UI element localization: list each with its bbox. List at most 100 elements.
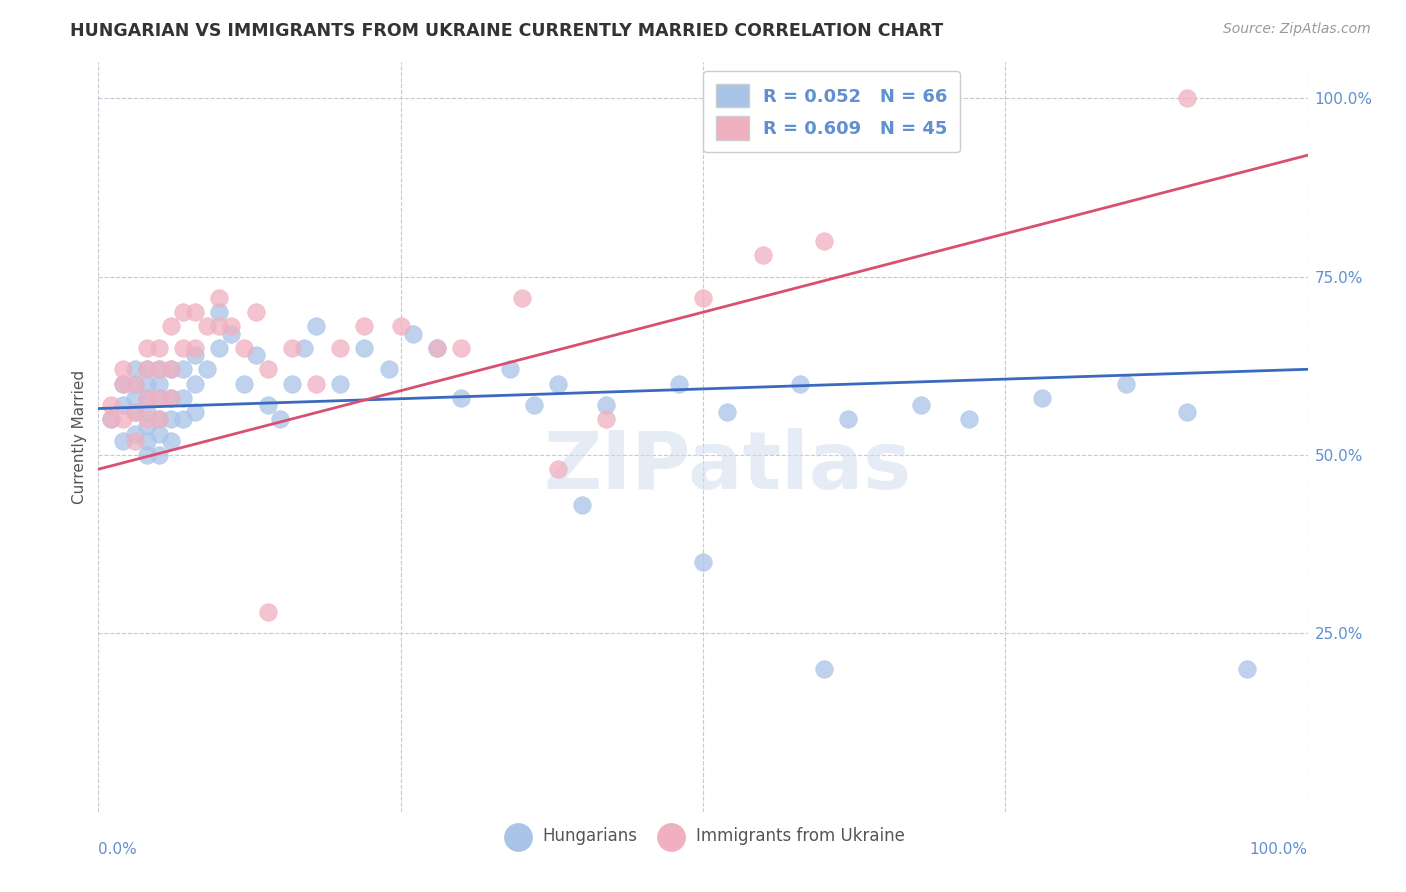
Point [148,362,170,376]
Point [571,498,593,512]
Point [208,341,231,355]
Point [135,362,157,376]
Point [510,291,533,305]
Point [100,412,122,426]
Point [450,391,472,405]
Point [256,605,278,619]
Y-axis label: Currently Married: Currently Married [72,370,87,504]
Point [172,412,194,426]
Point [135,362,157,376]
Point [547,376,569,391]
Point [692,555,714,569]
Point [208,291,231,305]
Point [595,412,617,426]
Point [124,434,146,448]
Point [256,362,278,376]
Point [148,362,170,376]
Point [353,319,375,334]
Point [148,412,170,426]
Text: 0.0%: 0.0% [98,842,138,856]
Point [111,398,134,412]
Point [160,391,183,405]
Text: 100.0%: 100.0% [1250,842,1308,856]
Point [172,341,194,355]
Point [1175,405,1198,419]
Point [124,376,146,391]
Point [305,376,328,391]
Point [124,426,146,441]
Point [135,341,157,355]
Point [292,341,315,355]
Point [184,376,207,391]
Point [160,391,183,405]
Legend: Hungarians, Immigrants from Ukraine: Hungarians, Immigrants from Ukraine [495,821,911,852]
Point [111,376,134,391]
Point [1031,391,1053,405]
Point [789,376,811,391]
Point [172,305,194,319]
Point [135,391,157,405]
Point [148,426,170,441]
Point [232,376,254,391]
Point [837,412,859,426]
Point [148,391,170,405]
Point [135,412,157,426]
Point [172,362,194,376]
Point [668,376,690,391]
Point [329,376,352,391]
Point [160,319,183,334]
Point [221,326,243,341]
Point [148,448,170,462]
Point [124,405,146,419]
Point [281,376,304,391]
Point [256,398,278,412]
Point [135,448,157,462]
Point [195,362,218,376]
Text: HUNGARIAN VS IMMIGRANTS FROM UKRAINE CURRENTLY MARRIED CORRELATION CHART: HUNGARIAN VS IMMIGRANTS FROM UKRAINE CUR… [70,22,943,40]
Point [135,434,157,448]
Point [450,341,472,355]
Point [245,305,267,319]
Point [910,398,932,412]
Point [269,412,291,426]
Point [523,398,546,412]
Point [957,412,980,426]
Point [402,326,425,341]
Point [426,341,449,355]
Point [111,434,134,448]
Point [100,412,122,426]
Point [329,341,352,355]
Point [305,319,328,334]
Point [232,341,254,355]
Point [208,305,231,319]
Point [148,376,170,391]
Point [184,348,207,362]
Point [498,362,520,376]
Point [184,405,207,419]
Point [135,391,157,405]
Point [148,391,170,405]
Point [1175,91,1198,105]
Point [184,305,207,319]
Point [100,398,122,412]
Point [426,341,449,355]
Point [184,341,207,355]
Point [148,341,170,355]
Point [111,362,134,376]
Point [281,341,304,355]
Point [353,341,375,355]
Point [813,234,835,248]
Point [813,662,835,676]
Text: Source: ZipAtlas.com: Source: ZipAtlas.com [1223,22,1371,37]
Point [148,412,170,426]
Point [124,391,146,405]
Point [135,405,157,419]
Point [111,376,134,391]
Point [595,398,617,412]
Point [124,376,146,391]
Point [245,348,267,362]
Point [195,319,218,334]
Point [692,291,714,305]
Point [221,319,243,334]
Point [389,319,412,334]
